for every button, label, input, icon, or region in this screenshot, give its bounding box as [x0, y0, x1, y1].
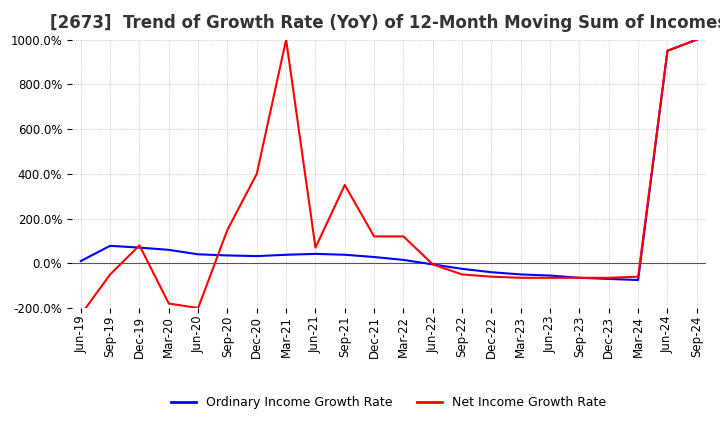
Title: [2673]  Trend of Growth Rate (YoY) of 12-Month Moving Sum of Incomes: [2673] Trend of Growth Rate (YoY) of 12-… [50, 15, 720, 33]
Legend: Ordinary Income Growth Rate, Net Income Growth Rate: Ordinary Income Growth Rate, Net Income … [166, 392, 611, 414]
